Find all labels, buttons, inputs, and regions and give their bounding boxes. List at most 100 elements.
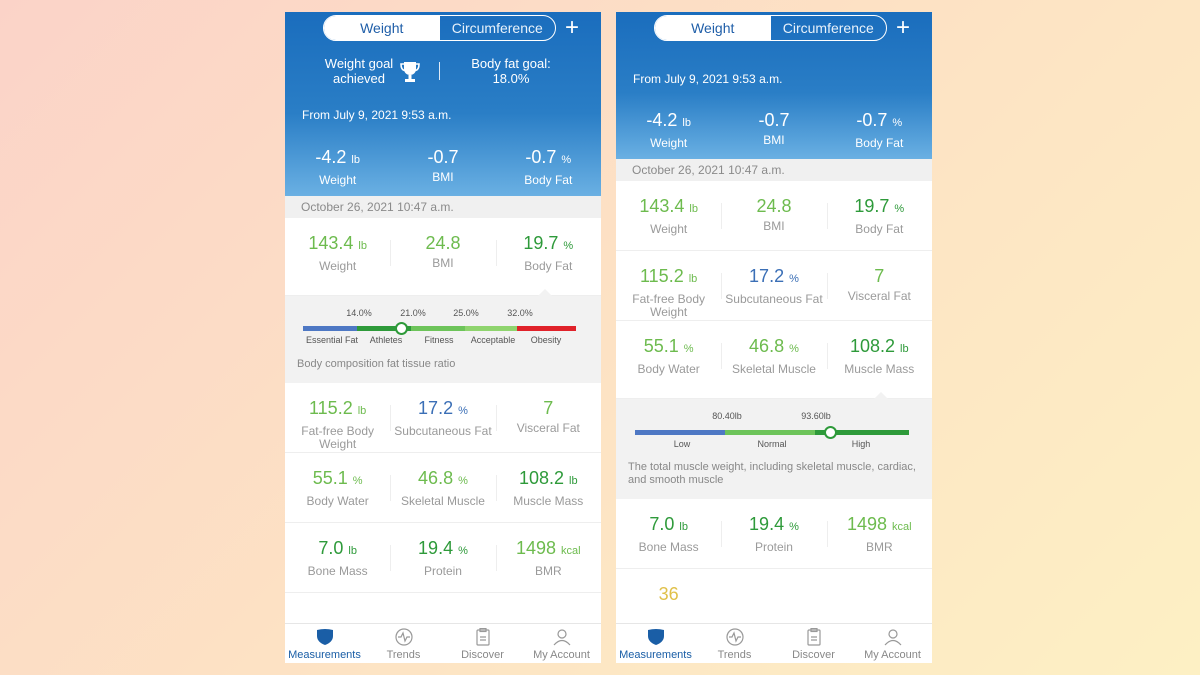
metric-bmr[interactable]: 1498 kcal BMR — [495, 523, 601, 592]
metric-visceral-fat[interactable]: 7 Visceral Fat — [826, 251, 932, 320]
metric-body-fat[interactable]: 19.7 % Body Fat — [495, 218, 601, 295]
tab-trends[interactable]: Trends — [364, 624, 443, 663]
trophy-icon — [400, 62, 420, 82]
metric-unit: % — [789, 273, 799, 285]
tab-measurements[interactable]: Measurements — [616, 624, 695, 663]
weight-change-label: Weight — [650, 136, 688, 150]
weight-change[interactable]: -4.2 lb Weight — [616, 109, 721, 150]
metric-body-water[interactable]: 55.1 % Body Water — [285, 453, 390, 522]
metric-visceral-fat[interactable]: 7 Visceral Fat — [495, 383, 601, 452]
tab-discover[interactable]: Discover — [443, 624, 522, 663]
tab-label: Measurements — [619, 649, 692, 661]
metric-muscle-mass[interactable]: 108.2 lb Muscle Mass — [495, 453, 601, 522]
body-fat-goal-value: 18.0% — [492, 71, 530, 86]
bmi-change[interactable]: -0.7 BMI — [390, 146, 495, 187]
metric-weight[interactable]: 143.4 lb Weight — [285, 218, 390, 295]
metric-row: 7.0 lb Bone Mass 19.4 % Protein 1498 kca… — [616, 499, 932, 569]
metric-label: Fat-free Body Weight — [632, 292, 705, 319]
gauge-marker — [824, 426, 837, 439]
metric-bone-mass[interactable]: 7.0 lb Bone Mass — [285, 523, 390, 592]
metric-unit: % — [352, 475, 363, 487]
metric-value: 115.2 — [640, 266, 684, 286]
metric-value: 115.2 — [309, 398, 353, 418]
gauge-tick: 14.0% — [346, 308, 372, 318]
gauge-zone-normal — [725, 430, 815, 435]
body-fat-change[interactable]: -0.7 % Body Fat — [827, 109, 932, 150]
gauge-zone-label: Acceptable — [470, 335, 516, 345]
metric-bmi[interactable]: 24.8 BMI — [721, 181, 826, 250]
metric-label: Subcutaneous Fat — [394, 424, 492, 438]
summary-header: Weight Circumference + From July 9, 2021… — [616, 12, 932, 159]
measurement-date: October 26, 2021 10:47 a.m. — [285, 196, 601, 218]
muscle-mass-gauge: 80.40lb 93.60lb Low Normal High The tota… — [616, 392, 932, 499]
tab-trends[interactable]: Trends — [695, 624, 774, 663]
metric-metabolic-age[interactable]: 36 — [616, 569, 721, 623]
metric-label: BMI — [763, 219, 785, 233]
add-icon[interactable]: + — [564, 14, 579, 41]
metric-unit: % — [789, 343, 799, 355]
metric-value: 19.4 — [418, 538, 454, 558]
metric-unit: lb — [357, 405, 367, 417]
metric-label: Bone Mass — [638, 540, 699, 554]
from-date: From July 9, 2021 9:53 a.m. — [633, 72, 783, 86]
metric-fat-free-body-weight[interactable]: 115.2 lb Fat-free Body Weight — [616, 251, 721, 320]
summary-header: Weight Circumference + Weight goal achie… — [285, 12, 601, 196]
metric-subcutaneous-fat[interactable]: 17.2 % Subcutaneous Fat — [390, 383, 495, 452]
body-fat-change-value: -0.7 — [856, 110, 888, 130]
metric-fat-free-body-weight[interactable]: 115.2 lb Fat-free Body Weight — [285, 383, 390, 452]
gauge-zone-high — [815, 430, 909, 435]
metric-unit: % — [789, 521, 799, 533]
phone-screen-left: Weight Circumference + Weight goal achie… — [285, 12, 601, 663]
weight-change-value: -4.2 — [646, 110, 678, 130]
metric-value: 36 — [658, 584, 679, 604]
body-fat-gauge: 14.0% 21.0% 25.0% 32.0% Essential Fat At… — [285, 289, 601, 383]
metric-subcutaneous-fat[interactable]: 17.2 % Subcutaneous Fat — [721, 251, 826, 320]
gauge-zone-low — [635, 430, 725, 435]
metric-value: 46.8 — [418, 468, 454, 488]
tab-circumference[interactable]: Circumference — [782, 20, 874, 36]
weight-goal-label: Weight goal achieved — [324, 56, 394, 86]
metric-value: 1498 — [515, 538, 557, 558]
metric-label: Visceral Fat — [516, 421, 580, 435]
gauge-tick: 80.40lb — [712, 411, 742, 421]
tab-weight[interactable]: Weight — [324, 16, 440, 40]
gauge-zone-obesity — [517, 326, 576, 331]
metric-label: Weight — [650, 222, 688, 236]
tab-my-account[interactable]: My Account — [853, 624, 932, 663]
metric-muscle-mass[interactable]: 108.2 lb Muscle Mass — [826, 321, 932, 398]
metric-unit: lb — [679, 521, 688, 533]
metric-unit: lb — [688, 273, 698, 285]
gauge-tick: 32.0% — [507, 308, 533, 318]
metric-label: BMR — [534, 564, 562, 578]
metric-value: 7.0 — [318, 538, 344, 558]
tab-label: My Account — [864, 649, 921, 661]
tab-circumference[interactable]: Circumference — [451, 20, 543, 36]
metric-label: Protein — [754, 540, 793, 554]
metric-bone-mass[interactable]: 7.0 lb Bone Mass — [616, 499, 721, 568]
bmi-change[interactable]: -0.7 BMI — [721, 109, 826, 150]
metric-protein[interactable]: 19.4 % Protein — [721, 499, 826, 568]
metric-bmr[interactable]: 1498 kcal BMR — [826, 499, 932, 568]
gauge-marker — [395, 322, 408, 335]
metric-value: 55.1 — [312, 468, 348, 488]
weight-change[interactable]: -4.2 lb Weight — [285, 146, 390, 187]
metric-body-fat[interactable]: 19.7 % Body Fat — [826, 181, 932, 250]
metric-bmi[interactable]: 24.8 BMI — [390, 218, 495, 295]
metric-skeletal-muscle[interactable]: 46.8 % Skeletal Muscle — [721, 321, 826, 398]
body-fat-change[interactable]: -0.7 % Body Fat — [496, 146, 601, 187]
weight-change-unit: lb — [682, 117, 691, 129]
gauge-zone-label: Fitness — [424, 335, 454, 345]
tab-measurements[interactable]: Measurements — [285, 624, 364, 663]
add-icon[interactable]: + — [895, 14, 910, 41]
tab-discover[interactable]: Discover — [774, 624, 853, 663]
metric-value: 19.7 — [523, 233, 559, 253]
goals-divider — [439, 62, 440, 80]
tab-my-account[interactable]: My Account — [522, 624, 601, 663]
metric-skeletal-muscle[interactable]: 46.8 % Skeletal Muscle — [390, 453, 495, 522]
gauge-tick: 93.60lb — [801, 411, 831, 421]
metric-body-water[interactable]: 55.1 % Body Water — [616, 321, 721, 398]
metric-protein[interactable]: 19.4 % Protein — [390, 523, 495, 592]
metric-value: 108.2 — [518, 468, 565, 488]
tab-weight[interactable]: Weight — [655, 16, 771, 40]
metric-weight[interactable]: 143.4 lb Weight — [616, 181, 721, 250]
